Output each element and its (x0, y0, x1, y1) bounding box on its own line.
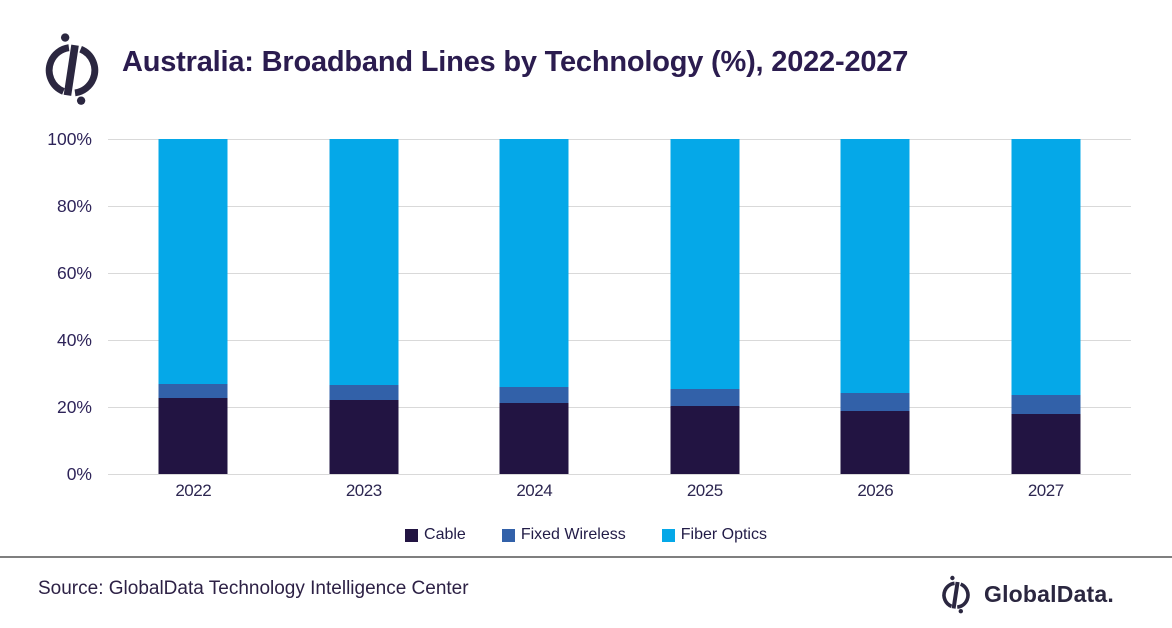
globaldata-footer-logo: GlobalData. (936, 572, 1114, 616)
bar-segment-fiber-optics-2027 (1011, 139, 1081, 395)
bar-segment-fiber-optics-2024 (499, 139, 569, 387)
stacked-bar-2023 (329, 139, 399, 474)
bar-group (108, 139, 279, 474)
bar-segment-cable-2023 (329, 399, 399, 474)
source-text: Source: GlobalData Technology Intelligen… (38, 578, 469, 599)
y-axis-tick-label: 100% (47, 129, 92, 149)
gridline (108, 473, 1131, 475)
bar-segment-fixed-wireless-2024 (499, 386, 569, 403)
gridline (108, 205, 1131, 207)
bar-segment-fiber-optics-2025 (670, 139, 740, 389)
bar-segment-cable-2022 (158, 398, 228, 474)
bar-segment-cable-2026 (840, 411, 910, 474)
gridline (108, 339, 1131, 341)
bar-segment-fixed-wireless-2027 (1011, 394, 1081, 415)
x-axis-tick-label: 2025 (686, 481, 723, 500)
bar-segment-cable-2024 (499, 402, 569, 474)
globaldata-compass-icon (936, 572, 976, 616)
legend-label: Cable (424, 526, 466, 543)
bar-group (449, 139, 620, 474)
legend-label: Fiber Optics (680, 526, 767, 543)
y-axis-tick-label: 40% (56, 330, 92, 350)
chart-title: Australia: Broadband Lines by Technology… (122, 46, 909, 78)
bar-segment-cable-2027 (1011, 414, 1081, 474)
x-axis-tick-label: 2027 (1027, 481, 1064, 500)
stacked-bar-2025 (670, 139, 740, 474)
x-axis-tick-label: 2022 (175, 481, 212, 500)
legend-label: Fixed Wireless (520, 526, 626, 543)
bar-segment-fiber-optics-2022 (158, 139, 228, 384)
plot-area (108, 138, 1132, 475)
bar-group (279, 139, 450, 474)
y-axis-tick-label: 60% (56, 263, 92, 283)
x-axis-tick-label: 2024 (516, 481, 553, 500)
stacked-bar-2022 (158, 139, 228, 474)
bar-group (620, 139, 791, 474)
gridline (108, 272, 1131, 274)
bar-segment-fiber-optics-2026 (840, 139, 910, 393)
legend-swatch (661, 528, 675, 542)
legend-item-fiber-optics: Fiber Optics (661, 526, 767, 544)
y-axis-tick-label: 0% (66, 464, 92, 484)
globaldata-compass-icon (938, 573, 974, 616)
legend-item-cable: Cable (405, 526, 466, 544)
bar-segment-fiber-optics-2023 (329, 139, 399, 385)
bar-group (790, 139, 961, 474)
y-axis-tick-label: 20% (56, 397, 92, 417)
gridline (108, 406, 1131, 408)
stacked-bar-2024 (499, 139, 569, 474)
legend-swatch (405, 528, 419, 542)
bar-group (961, 139, 1132, 474)
bar-segment-fixed-wireless-2023 (329, 384, 399, 400)
globaldata-compass-icon (34, 26, 110, 110)
globaldata-wordmark: GlobalData. (984, 580, 1115, 607)
y-axis: 0% 20% 40% 60% 80% 100% (0, 129, 100, 484)
stacked-bar-2027 (1011, 139, 1081, 474)
x-axis-tick-label: 2023 (345, 481, 382, 500)
gridline (108, 138, 1131, 140)
legend-swatch (501, 528, 515, 542)
legend-item-fixed-wireless: Fixed Wireless (501, 526, 626, 544)
x-axis: 2022 2023 2024 2025 2026 2027 (108, 481, 1131, 503)
y-axis-tick-label: 80% (56, 196, 92, 216)
x-axis-tick-label: 2026 (857, 481, 894, 500)
bar-segment-cable-2025 (670, 405, 740, 474)
stacked-bar-2026 (840, 139, 910, 474)
bar-segment-fixed-wireless-2022 (158, 383, 228, 399)
bar-segment-fixed-wireless-2025 (670, 388, 740, 406)
globaldata-compass-icon (34, 26, 110, 110)
chart-legend: Cable Fixed Wireless Fiber Optics (0, 524, 1172, 546)
footer-divider (0, 556, 1172, 558)
bar-segment-fixed-wireless-2026 (840, 392, 910, 412)
